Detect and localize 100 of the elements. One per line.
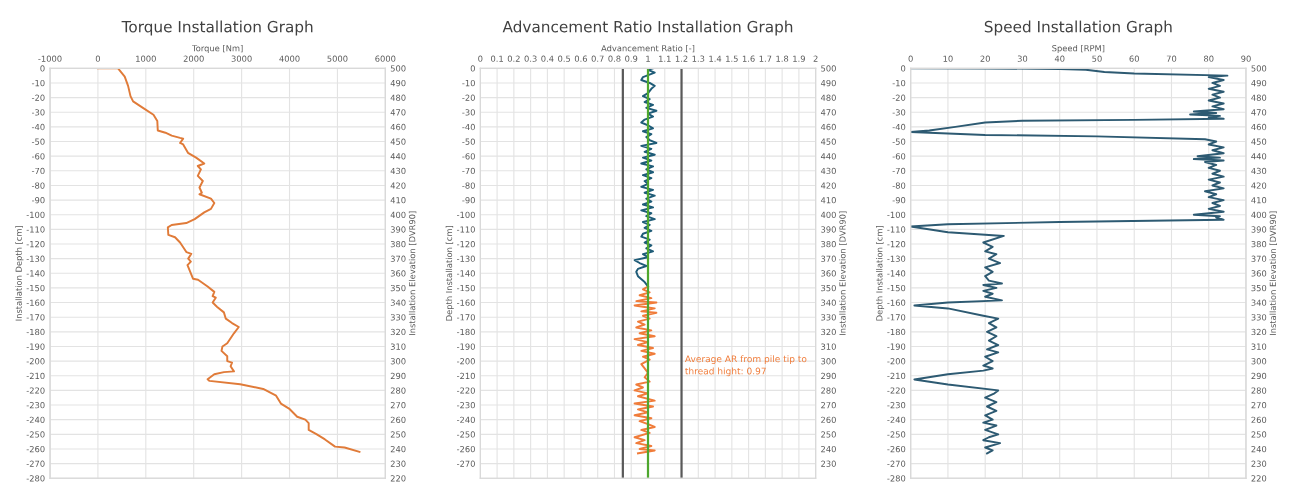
y-tick-label: -60 xyxy=(31,153,45,160)
y2-tick-label: 340 xyxy=(1251,299,1267,306)
x-tick-label: 5000 xyxy=(327,55,348,62)
y2-tick-label: 460 xyxy=(1251,123,1267,131)
annotation: Average AR from pile tip to thread hight: 0.97 xyxy=(684,355,807,377)
y-tick-label: -180 xyxy=(456,328,475,336)
y-tick-label: -120 xyxy=(26,240,45,248)
y-tick-label: -150 xyxy=(887,284,906,292)
y2-tick-label: 250 xyxy=(1251,431,1267,438)
y-tick-label: -80 xyxy=(462,182,475,189)
y2-tick-label: 260 xyxy=(390,416,406,423)
y2-tick-label: 410 xyxy=(820,197,836,204)
y2-tick-label: 340 xyxy=(821,299,836,306)
y-tick-label: -220 xyxy=(26,387,45,394)
y2-tick-label: 250 xyxy=(390,431,406,438)
y2-tick-label: 400 xyxy=(820,211,836,218)
x-tick-label: 4000 xyxy=(279,55,300,62)
y-tick-label: -250 xyxy=(26,431,45,438)
y2-tick-label: 250 xyxy=(821,431,836,438)
x-tick-label: 1.1 xyxy=(659,55,671,62)
y-tick-label: -100 xyxy=(887,211,906,218)
y-tick-label: -40 xyxy=(892,123,906,131)
y2-tick-label: 480 xyxy=(390,94,406,101)
y-tick-label: -60 xyxy=(892,153,906,160)
y-tick-label: -260 xyxy=(456,445,475,453)
y-tick-label: 0 xyxy=(40,65,45,72)
y-tick-label: -70 xyxy=(462,167,475,175)
y-tick-label: -140 xyxy=(887,270,906,277)
line-series xyxy=(633,285,658,455)
y2-tick-label: 310 xyxy=(390,343,406,350)
y-tick-label: -170 xyxy=(456,314,475,321)
x-tick-label: -1000 xyxy=(38,55,62,62)
y2-tick-label: 490 xyxy=(390,79,406,87)
y2-tick-label: 290 xyxy=(821,372,836,380)
y2-tick-label: 450 xyxy=(1251,138,1267,145)
y2-tick-label: 410 xyxy=(1251,197,1267,204)
y-tick-label: -240 xyxy=(887,416,906,423)
y2-tick-label: 410 xyxy=(390,197,406,204)
y2-tick-label: 350 xyxy=(1251,284,1267,292)
y2-tick-label: 470 xyxy=(820,109,836,116)
y-tick-label: -190 xyxy=(26,343,45,350)
y2-tick-label: 380 xyxy=(1251,240,1267,248)
y-tick-label: -160 xyxy=(887,299,906,306)
y-tick-label: -240 xyxy=(456,416,475,423)
chart-title: Advancement Ratio Installation Graph xyxy=(502,20,793,36)
line-series xyxy=(633,68,658,288)
y-tick-label: -280 xyxy=(26,475,45,482)
x-tick-label: 1.8 xyxy=(776,55,789,62)
y2-tick-label: 420 xyxy=(820,182,836,189)
x-tick-label: 0 xyxy=(95,55,100,62)
x-tick-label: 1.6 xyxy=(742,55,755,62)
y-tick-label: -260 xyxy=(887,445,906,453)
y2-tick-label: 360 xyxy=(390,270,406,277)
y2-tick-label: 340 xyxy=(390,299,406,306)
x-tick-label: 0.9 xyxy=(625,55,638,62)
y-tick-label: -130 xyxy=(456,255,475,262)
y-tick-label: 0 xyxy=(901,65,906,72)
x-tick-label: 0.8 xyxy=(608,55,621,62)
y-tick-label: -130 xyxy=(26,255,45,262)
y-tick-label: -20 xyxy=(31,94,45,101)
y2-tick-label: 460 xyxy=(390,123,406,131)
line-series xyxy=(910,68,1229,455)
y-tick-label: -210 xyxy=(26,372,45,380)
y2-axis-title: Installation Elevation [DVR90] xyxy=(839,211,847,335)
y2-tick-label: 230 xyxy=(390,460,406,467)
y-tick-label: -230 xyxy=(26,402,45,409)
y2-tick-label: 480 xyxy=(1251,94,1267,101)
x-tick-label: 1.2 xyxy=(675,55,688,62)
y2-tick-label: 360 xyxy=(821,270,836,277)
y2-tick-label: 420 xyxy=(1251,182,1267,189)
y-tick-label: -100 xyxy=(26,211,45,218)
y2-tick-label: 280 xyxy=(1251,387,1267,394)
y-tick-label: -160 xyxy=(456,299,475,306)
y2-tick-label: 270 xyxy=(390,402,406,409)
y2-tick-label: 240 xyxy=(821,445,836,453)
y2-tick-label: 330 xyxy=(821,314,836,321)
y2-tick-label: 430 xyxy=(820,167,836,175)
y-tick-label: -10 xyxy=(892,79,906,87)
x-tick-label: 20 xyxy=(980,55,990,62)
y2-tick-label: 320 xyxy=(390,328,406,336)
y-tick-label: -80 xyxy=(31,182,45,189)
y2-tick-label: 430 xyxy=(1251,167,1267,175)
y-tick-label: -260 xyxy=(26,445,45,453)
x-tick-label: 50 xyxy=(1092,55,1102,62)
y2-tick-label: 240 xyxy=(390,445,406,453)
x-tick-label: 0.5 xyxy=(558,55,571,62)
y-tick-label: -200 xyxy=(887,358,906,365)
y-tick-label: -30 xyxy=(462,109,475,116)
y-tick-label: -180 xyxy=(887,328,906,336)
y2-tick-label: 480 xyxy=(820,94,836,101)
y2-tick-label: 500 xyxy=(390,65,406,72)
y2-tick-label: 260 xyxy=(1251,416,1267,423)
x-tick-label: 0 xyxy=(908,55,913,62)
y2-tick-label: 440 xyxy=(820,153,836,160)
y2-tick-label: 360 xyxy=(1251,270,1267,277)
x-tick-label: 1 xyxy=(646,55,650,62)
y-tick-label: -150 xyxy=(26,284,45,292)
x-tick-label: 0.6 xyxy=(574,55,588,62)
y-tick-label: -270 xyxy=(26,460,45,467)
y-tick-label: -60 xyxy=(462,153,475,160)
